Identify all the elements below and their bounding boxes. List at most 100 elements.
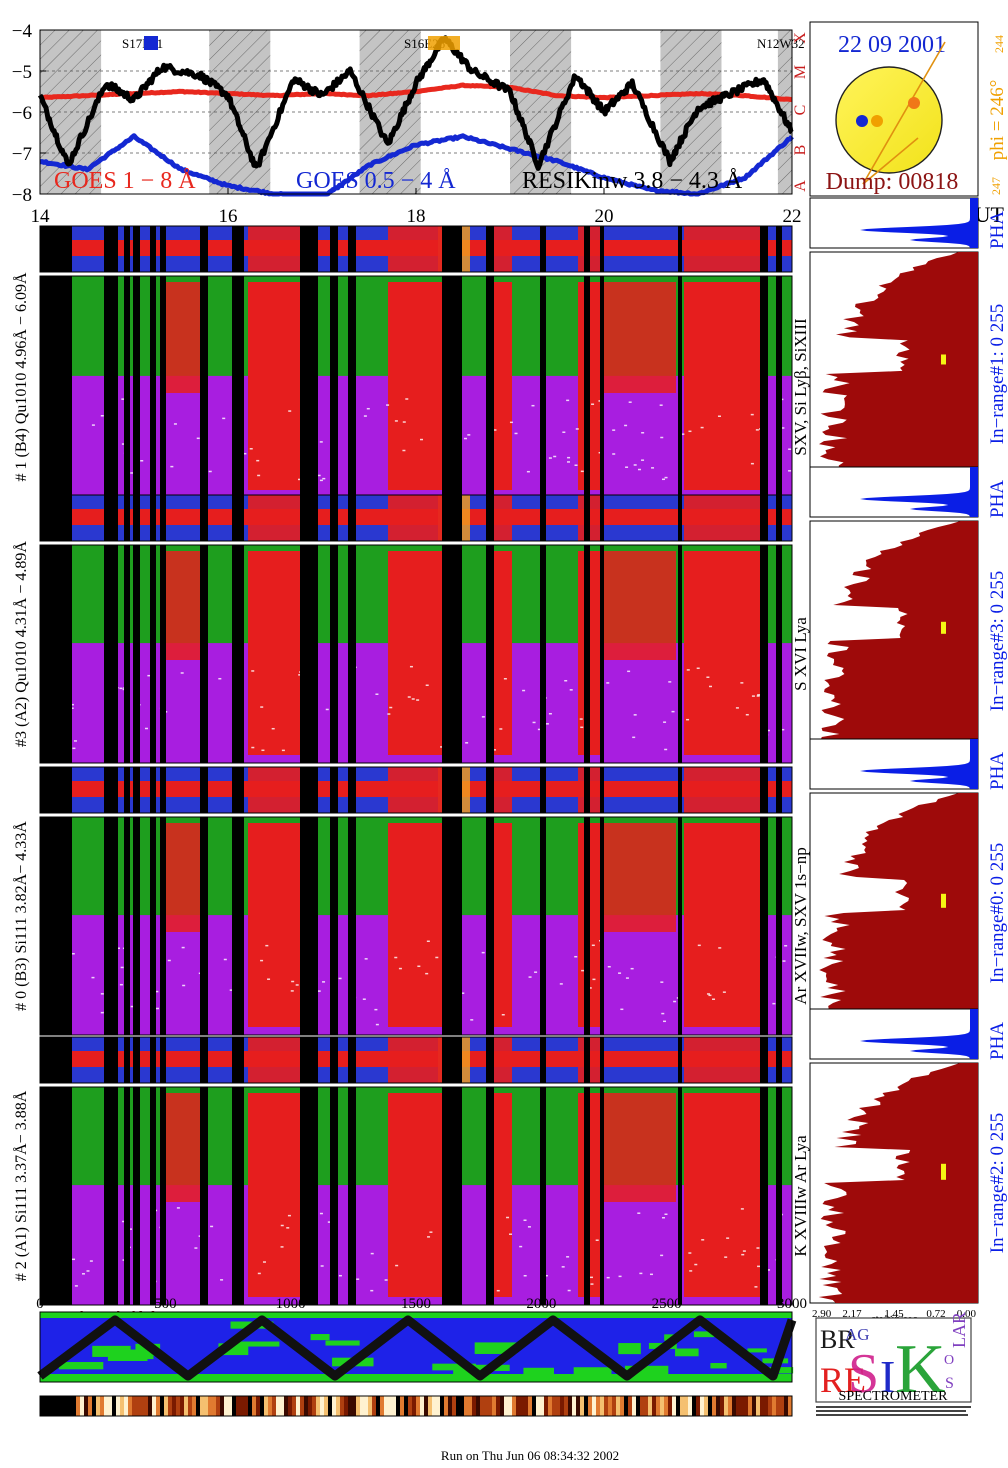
panel-speckle-0-21: [566, 399, 570, 402]
panel-speckle-0-19: [574, 464, 578, 466]
panel-speckle-0-65: [256, 459, 260, 462]
panel-dark-0-7: [232, 276, 244, 498]
panel-speckle-2-12: [592, 978, 596, 981]
flare-dot-blue: [856, 115, 868, 127]
panel-speckle-1-86: [409, 665, 413, 668]
panel-dark-2-12: [486, 817, 494, 1035]
panel-dark-0-3: [133, 276, 140, 498]
panel-dark-1-17: [760, 545, 768, 763]
colorbar-cell-171: [724, 1396, 728, 1416]
panel-top-redblock-2-2: [494, 767, 512, 813]
panel-speckle-0-16: [681, 433, 685, 435]
colorbar-cell-98: [432, 1396, 436, 1416]
panel-speckle-2-64: [607, 965, 611, 968]
panel-speckle-3-23: [689, 1270, 693, 1272]
panel-speckle-2-5: [267, 978, 271, 980]
panel-speckle-0-53: [567, 461, 571, 463]
logo-letter-lar: LAR: [949, 1312, 969, 1348]
panel-speckle-2-75: [223, 958, 227, 961]
panel-speckle-0-38: [750, 462, 754, 465]
colorbar-cell-69: [316, 1396, 320, 1416]
panel-dark-0-0: [40, 276, 72, 498]
panel-dark-2-5: [160, 817, 166, 1035]
panel-top-dark-2-12: [486, 767, 494, 813]
panel-right-label-3: K XVIIIw Ar Lya: [791, 1135, 810, 1257]
panel-dark-0-15: [600, 276, 604, 498]
class-letter-b: B: [792, 145, 809, 156]
panel-left-label-0: # 1 (B4) Qu1010 4.96Å − 6.09Å: [12, 272, 30, 481]
panel-speckle-1-83: [180, 672, 184, 674]
hist-tick-3-0: 2.90: [812, 1308, 832, 1320]
panel-top-frame-0: [39, 225, 793, 273]
logo-letter-s2: S: [945, 1375, 954, 1392]
panel-speckle-0-68: [394, 420, 398, 422]
panel-speckle-2-57: [661, 1012, 665, 1015]
hist-area-2: [818, 793, 978, 1033]
bragg-logo: BR AG RE S I K S O LAR SPECTROMETER: [815, 1312, 972, 1416]
panel-speckle-3-25: [791, 1213, 795, 1215]
panel-speckle-3-85: [561, 1266, 565, 1268]
panel-speckle-0-2: [750, 413, 754, 416]
colorbar-cell-36: [184, 1396, 188, 1416]
panel-speckle-0-36: [317, 474, 321, 477]
colorbar-cell-109: [476, 1396, 480, 1416]
goes-y-tick-1: −5: [12, 62, 32, 83]
colorbar-cell-116: [504, 1396, 508, 1416]
panel-speckle-1-13: [251, 670, 255, 672]
panel-speckle-0-24: [548, 457, 552, 459]
panel-top-dark-3-11: [442, 1037, 462, 1083]
panel-speckle-3-12: [176, 1207, 180, 1209]
panel-speckle-2-80: [338, 977, 342, 980]
panel-speckle-1-39: [537, 728, 541, 731]
colorbar-cell-40: [200, 1396, 204, 1416]
panel-speckle-3-35: [81, 1273, 85, 1275]
panel-speckle-3-70: [544, 1274, 548, 1277]
panel-top-dark-3-14: [584, 1037, 590, 1083]
panel-dark-2-9: [330, 817, 338, 1035]
pha-curve-3: [860, 1009, 978, 1059]
colorbar-cell-62: [288, 1396, 292, 1416]
panel-speckle-2-13: [425, 972, 429, 975]
panel-speckle-3-48: [370, 1252, 374, 1255]
green-blob-2: [92, 1345, 131, 1357]
panel-speckle-0-23: [612, 453, 616, 455]
colorbar-cell-17: [108, 1396, 112, 1416]
colorbar-cell-160: [680, 1396, 684, 1416]
green-blob-15: [618, 1343, 641, 1355]
colorbar-cell-6: [64, 1396, 68, 1416]
colorbar-cell-147: [628, 1396, 632, 1416]
panel-speckle-0-70: [243, 452, 247, 455]
colorbar-cell-52: [248, 1396, 252, 1416]
panel-speckle-2-46: [130, 1005, 134, 1008]
colorbar-cell-82: [368, 1396, 372, 1416]
inrange-marker-1: [941, 621, 946, 634]
colorbar-cell-149: [636, 1396, 640, 1416]
panel-top-dark-0-12: [486, 226, 494, 272]
date-label: 22 09 2001: [838, 32, 946, 58]
colorbar-cell-129: [556, 1396, 560, 1416]
colorbar-cell-12: [88, 1396, 92, 1416]
pha-label-3: PHA: [987, 1022, 1008, 1060]
colorbar-cell-101: [444, 1396, 448, 1416]
panel-speckle-1-46: [325, 708, 329, 711]
panel-dark-0-8: [300, 276, 318, 498]
record-tick-6: 3000: [777, 1296, 807, 1312]
panel-left-label-3: # 2 (A1) Si111 3.37Å− 3.88Å: [12, 1090, 30, 1281]
panel-top-dark-2-6: [200, 767, 208, 813]
panel-speckle-0-58: [467, 434, 471, 436]
panel-redfade-2-1: [604, 823, 676, 932]
inrange-label-3: In−range#2: 0 255: [987, 1113, 1008, 1254]
colorbar-cell-88: [392, 1396, 396, 1416]
colorbar-cell-57: [268, 1396, 272, 1416]
colorbar-cell-102: [448, 1396, 452, 1416]
panel-speckle-0-31: [222, 417, 226, 420]
panel-speckle-3-34: [694, 1263, 698, 1266]
colorbar-cell-93: [412, 1396, 416, 1416]
panel-top-dark-0-11: [442, 226, 462, 272]
panel-top-dark-0-3: [133, 226, 140, 272]
panel-top-redblock-1-4: [684, 495, 760, 541]
panel-speckle-1-27: [499, 728, 503, 730]
panel-speckle-1-6: [375, 693, 379, 695]
panel-top-dark-2-16: [678, 767, 682, 813]
goes-series-1: [39, 133, 794, 197]
